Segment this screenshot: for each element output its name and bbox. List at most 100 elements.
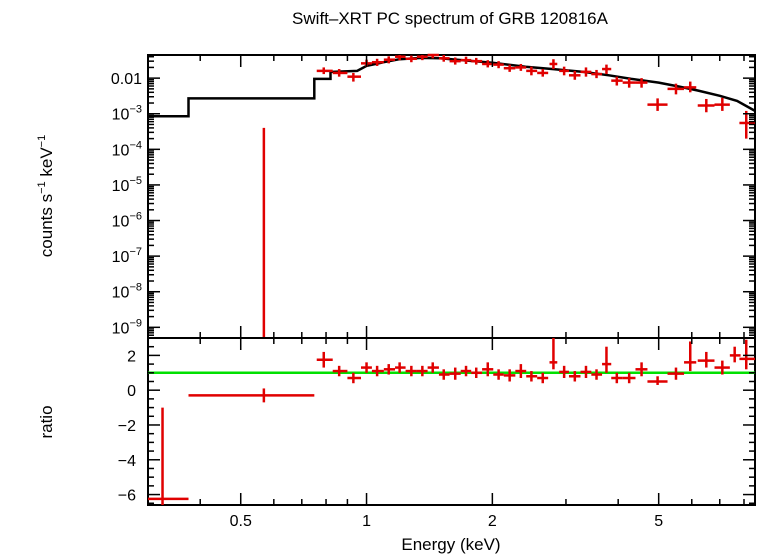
bottom-data-point [371, 365, 384, 377]
bottom-data-point [482, 362, 494, 377]
bottom-data-point [405, 365, 417, 377]
bottom-data-point [591, 369, 603, 380]
top-data-point [405, 55, 417, 63]
bottom-data-point [316, 351, 333, 368]
top-y-tick-label: 10−4 [112, 139, 142, 159]
bottom-data-point [559, 365, 569, 379]
top-data-point [449, 57, 461, 65]
bottom-data-point [537, 372, 549, 384]
top-data-point [416, 55, 428, 61]
top-data-point [697, 98, 715, 113]
bottom-y-tick-label: −6 [118, 488, 136, 505]
bottom-data-point [427, 362, 439, 373]
top-y-tick-label: 0.01 [111, 71, 142, 88]
top-data-point [568, 70, 581, 80]
bottom-data-point [332, 365, 348, 377]
bottom-data-point [460, 365, 472, 377]
top-model-curve [148, 56, 756, 118]
top-data-point [371, 58, 384, 66]
bottom-data-point [503, 369, 516, 382]
top-data-point [602, 64, 612, 75]
model-curve [148, 56, 756, 118]
top-data-point [739, 110, 755, 139]
x-tick-label: 5 [654, 513, 663, 530]
top-data-point [482, 60, 494, 68]
bottom-y-tick-label: 2 [127, 348, 136, 365]
bottom-x-axis: 0.5 1 2 5 [199, 338, 745, 530]
top-y-tick-label: 10−5 [112, 175, 142, 195]
top-data-point [395, 55, 406, 61]
top-data-point [493, 61, 504, 69]
top-data-point [515, 63, 527, 71]
bottom-data-point [729, 346, 741, 363]
bottom-data-point [739, 339, 755, 370]
top-data-point [580, 67, 592, 77]
bottom-data-point [471, 367, 483, 379]
bottom-data-point [526, 371, 538, 382]
top-data-point [427, 53, 439, 59]
bottom-y-axis-label: ratio [37, 405, 56, 438]
top-data-point [503, 64, 516, 72]
top-data-point [549, 59, 558, 70]
bottom-y-tick-label: −4 [118, 453, 136, 470]
bottom-data-point [667, 367, 685, 380]
top-x-ticks [199, 55, 745, 338]
top-data-point [684, 81, 697, 93]
top-data-point [383, 56, 396, 64]
x-tick-label: 0.5 [230, 513, 252, 530]
top-data-point [667, 83, 685, 95]
bottom-data-point [515, 364, 527, 379]
top-y-tick-label: 10−8 [112, 282, 142, 302]
top-data-point [471, 57, 483, 65]
bottom-data-point [568, 371, 581, 382]
bottom-y-tick-label: 0 [127, 383, 136, 400]
bottom-panel: −6 −4 −2 0 2 0.5 1 2 5 ratio [37, 337, 756, 530]
bottom-data-point [635, 362, 648, 377]
bottom-data-point [416, 365, 428, 377]
chart-title: Swift–XRT PC spectrum of GRB 120816A [292, 9, 609, 28]
top-y-tick-label: 10−3 [112, 104, 142, 124]
top-data-point [537, 69, 549, 77]
bottom-data-point [347, 372, 362, 384]
bottom-data-point [395, 362, 406, 373]
top-y-tick-label: 10−6 [112, 211, 142, 231]
bottom-data-point [361, 362, 372, 373]
bottom-data-point [647, 376, 668, 385]
top-y-tick-label: 10−9 [112, 317, 142, 337]
top-data-point [611, 76, 623, 86]
top-data-point [714, 97, 730, 111]
bottom-data-point [697, 351, 715, 368]
bottom-data-point [493, 369, 504, 380]
bottom-data-point [438, 369, 450, 380]
top-data-point [591, 69, 603, 79]
top-data-point [635, 78, 648, 88]
top-data-point [316, 67, 333, 75]
bottom-data-point [148, 407, 189, 505]
top-data-point [526, 66, 538, 76]
bottom-y-axis: −6 −4 −2 0 2 [118, 337, 755, 505]
top-data-point [347, 72, 362, 82]
top-data-point [559, 66, 569, 76]
top-data-point [622, 78, 636, 88]
top-data-point [460, 56, 472, 64]
bottom-data-point [714, 360, 730, 375]
top-panel: 0.01 10−3 10−4 10−5 10−6 10−7 10−8 10−9 counts … [36, 53, 756, 339]
top-data-point [438, 55, 450, 62]
x-axis-label: Energy (keV) [401, 535, 500, 554]
bottom-data-point [188, 388, 315, 403]
bottom-y-tick-label: −2 [118, 418, 136, 435]
top-y-axis: 0.01 10−3 10−4 10−5 10−6 10−7 10−8 10−9 [111, 55, 755, 337]
top-data-point [647, 98, 668, 111]
bottom-panel-frame [147, 337, 756, 506]
top-data-point [332, 69, 348, 77]
bottom-data-point [602, 346, 612, 373]
top-y-axis-label: counts s−1 keV−1 [36, 135, 56, 257]
bottom-data-point [611, 372, 623, 384]
bottom-data-point [580, 365, 592, 379]
bottom-data-point [449, 367, 461, 380]
bottom-data-point [684, 341, 697, 372]
bottom-data-point [383, 364, 396, 375]
top-data-points [262, 53, 755, 338]
bottom-data-point [549, 338, 558, 370]
